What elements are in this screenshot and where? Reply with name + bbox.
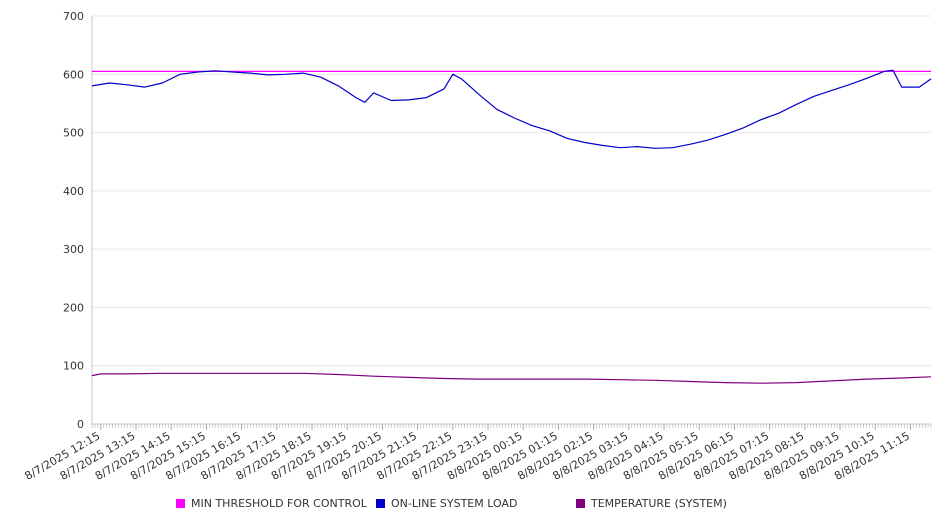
y-tick-label: 700 <box>63 10 84 23</box>
y-tick-label: 200 <box>63 301 84 314</box>
y-tick-label: 500 <box>63 127 84 140</box>
legend-item-min-threshold[interactable]: MIN THRESHOLD FOR CONTROL <box>176 497 367 510</box>
legend-swatch-system-load <box>376 499 385 508</box>
y-tick-label: 600 <box>63 68 84 81</box>
legend-item-system-load[interactable]: ON-LINE SYSTEM LOAD <box>376 497 517 510</box>
legend-label-system-load: ON-LINE SYSTEM LOAD <box>391 497 518 510</box>
series-line-system-load <box>91 69 932 149</box>
line-chart: 0 100 200 300 400 500 600 700 8/7/2025 12:158/7… <box>23 10 932 483</box>
y-tick-label: 100 <box>63 360 84 373</box>
series-lines <box>91 69 932 384</box>
chart-legend: MIN THRESHOLD FOR CONTROL ON-LINE SYSTEM… <box>0 497 946 515</box>
legend-label-temperature: TEMPERATURE (SYSTEM) <box>591 497 727 510</box>
legend-swatch-temperature <box>576 499 585 508</box>
grid-lines <box>92 15 931 367</box>
legend-swatch-min-threshold <box>176 499 185 508</box>
y-tick-label: 0 <box>77 418 84 431</box>
series-line-temperature <box>91 372 932 384</box>
y-tick-label: 300 <box>63 243 84 256</box>
y-tick-label: 400 <box>63 185 84 198</box>
legend-item-temperature[interactable]: TEMPERATURE (SYSTEM) <box>576 497 727 510</box>
legend-label-min-threshold: MIN THRESHOLD FOR CONTROL <box>191 497 367 510</box>
x-tick-labels: 8/7/2025 12:158/7/2025 13:158/7/2025 14:… <box>23 429 912 483</box>
y-tick-labels: 0 100 200 300 400 500 600 700 <box>63 10 84 431</box>
axes <box>91 16 932 430</box>
